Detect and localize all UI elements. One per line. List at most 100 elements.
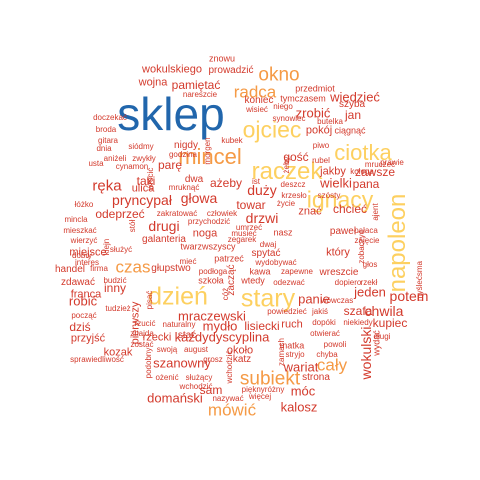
word-mraczewski: mraczewski <box>178 308 246 324</box>
word-dnia: dnia <box>96 144 112 153</box>
word-zostac: zostać <box>130 340 154 349</box>
word-towar: towar <box>236 198 266 212</box>
word-zwykly: zwykły <box>132 154 156 163</box>
word-naturalny: naturalny <box>162 320 196 329</box>
word-dzien: dzień <box>148 282 208 311</box>
word-inny: inny <box>103 281 127 295</box>
word-sluzyc: służyć <box>109 245 133 254</box>
word-znajda: znajda <box>130 329 154 338</box>
word-koniec: koniec <box>244 95 274 106</box>
word-powiedziec: powiedzieć <box>267 307 307 316</box>
word-pare: parę <box>157 158 183 172</box>
word-szosty: szósty <box>317 191 341 200</box>
word-szafa: szafa <box>343 304 373 318</box>
word-wariat: wariat <box>283 359 319 375</box>
word-chwila: chwila <box>364 303 404 319</box>
word-gosc: gość <box>283 150 309 164</box>
word-ist: ist <box>252 177 260 186</box>
word-reka: ręka <box>92 177 122 195</box>
word-galanteria: galanteria <box>142 234 186 245</box>
word-nasz: nasz <box>273 227 293 238</box>
word-zakratowac: zakratować <box>156 209 198 218</box>
word-ozenic: ożenić <box>155 373 179 382</box>
word-lozko: łóżko <box>74 200 94 209</box>
word-przyjsc: przyjść <box>70 332 106 345</box>
word-deszcz: deszcz <box>280 180 306 189</box>
word-jeden: jeden <box>354 284 386 300</box>
word-pokoj: pokój <box>305 124 333 137</box>
word-ojciec: ojciec <box>242 116 302 143</box>
word-krzeslo: krzesło <box>281 191 307 200</box>
word-mruknac: mruknąć <box>168 183 200 192</box>
word-sluzacy: służący <box>185 373 213 382</box>
word-interes: interes <box>74 258 100 267</box>
word-zeby: żeby <box>282 156 291 174</box>
word-pana: pana <box>352 177 380 191</box>
word-gitara: gitara <box>97 136 119 145</box>
word-ktory: który <box>326 246 350 259</box>
word-wowczas: wówczas <box>320 296 354 305</box>
word-mieszkac: mieszkać <box>63 226 97 235</box>
word-azeby: ażeby <box>209 176 243 190</box>
word-miejsce: miejsce <box>69 246 107 259</box>
word-rzecki: rzecki <box>142 331 172 344</box>
word-czas: czas <box>115 257 151 277</box>
word-przychodzic: przychodzić <box>187 217 231 226</box>
word-siodmy: siódmy <box>128 142 154 151</box>
word-firma: firma <box>90 264 108 273</box>
word-coz: cóż <box>221 287 230 301</box>
word-swoja: swoją <box>156 345 178 354</box>
word-kalosz: kalosz <box>280 399 318 415</box>
word-patrzec: patrzeć <box>214 253 244 264</box>
word-twarzwszyscy: twarzwszyscy <box>180 241 236 252</box>
word-szkola: szkoła <box>198 275 224 286</box>
word-rzekl: rzekł <box>360 278 378 287</box>
word-wydobywac: wydobywać <box>255 258 297 267</box>
word-pamietac: pamiętać <box>171 78 221 92</box>
word-tymczasem: tymczasem <box>280 93 326 104</box>
word-kozak: kozak <box>103 346 133 359</box>
word-dwa: dwa <box>184 174 204 185</box>
word-kawa: kawa <box>249 266 271 277</box>
word-franca: franca <box>70 288 102 301</box>
word-kupiec: kupiec <box>372 316 408 330</box>
word-dzis: dziś <box>69 320 91 334</box>
word-dopoki: dopóki <box>312 318 336 327</box>
word-cynamon: cynamon <box>115 162 149 171</box>
word-matka: matka <box>279 340 305 351</box>
word-dwaj: dwaj <box>259 240 277 249</box>
word-znowu: znowu <box>208 53 236 64</box>
word-mowic: mówić <box>207 400 257 420</box>
word-kazdydyscyplina: kaźdydyscyplina <box>174 329 270 345</box>
word-wchodzic: wchodzić <box>179 382 213 391</box>
word-panie: panie <box>298 291 330 307</box>
word-handel: handel <box>54 264 86 275</box>
word-sam: sam <box>199 383 223 397</box>
word-umrzec: umrzeć <box>235 223 263 232</box>
word-wiedziec: wiedzieć <box>330 89 380 105</box>
word-august: august <box>183 345 209 354</box>
word-moc: móc <box>290 383 316 399</box>
word-raczek: raczek <box>251 158 323 185</box>
word-chyba: chyba <box>316 350 338 359</box>
word-palaca: pałaca <box>354 226 378 235</box>
word-dlugi: długi <box>373 332 391 341</box>
word-myslecsma: myślećsma <box>415 260 424 302</box>
word-niekiedy: niekiedy <box>343 318 373 327</box>
word-wydac: wydać <box>371 330 382 356</box>
word-rzucic: rzucić <box>134 319 156 328</box>
word-zdawac: zdawać <box>61 277 95 288</box>
word-miec: mieć <box>179 257 197 266</box>
word-taki: taki <box>136 174 156 188</box>
word-glowa: głowa <box>180 190 218 206</box>
word-wiecej: więcej <box>248 392 272 401</box>
word-mincla: mincla <box>64 215 88 224</box>
word-lisiecki: lisiecki <box>244 319 280 333</box>
word-wielki: wielki <box>320 175 352 191</box>
word-szanowny: szanowny <box>153 355 211 371</box>
word-zamach: zamach <box>277 337 286 367</box>
word-caly: cały <box>316 355 348 375</box>
word-musiec: musieć <box>231 229 257 238</box>
word-budzic: budzić <box>103 276 127 285</box>
word-usta: usta <box>88 159 104 168</box>
